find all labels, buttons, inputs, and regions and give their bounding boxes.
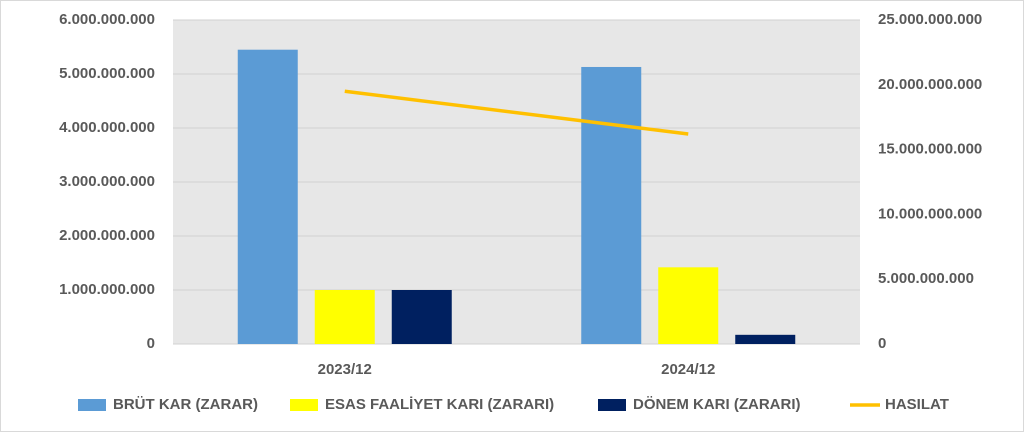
- line-series: [344, 89, 689, 136]
- legend-label: DÖNEM KARI (ZARARI): [633, 396, 800, 413]
- y-tick-label: 2.000.000.000: [59, 227, 155, 244]
- legend-label: HASILAT: [885, 396, 949, 413]
- x-tick-label: 2023/12: [318, 361, 372, 378]
- bar: [658, 267, 719, 344]
- y-tick-label: 3.000.000.000: [59, 173, 155, 190]
- legend-swatch: [290, 399, 318, 411]
- legend-label: BRÜT KAR (ZARAR): [113, 396, 258, 413]
- x-tick-label: 2024/12: [661, 361, 715, 378]
- bar: [735, 334, 796, 344]
- legend-swatch: [598, 399, 626, 411]
- bar: [391, 290, 452, 344]
- y2-tick-label: 25.000.000.000: [878, 11, 982, 28]
- y2-tick-label: 0: [878, 335, 886, 352]
- legend-label: ESAS FAALİYET KARI (ZARARI): [325, 396, 554, 413]
- y-tick-label: 0: [147, 335, 155, 352]
- y2-tick-label: 20.000.000.000: [878, 76, 982, 93]
- bar: [314, 290, 375, 344]
- y-tick-label: 4.000.000.000: [59, 119, 155, 136]
- legend-swatch: [78, 399, 106, 411]
- y-tick-label: 5.000.000.000: [59, 65, 155, 82]
- y-tick-label: 1.000.000.000: [59, 281, 155, 298]
- y2-tick-label: 15.000.000.000: [878, 141, 982, 158]
- bar: [237, 49, 298, 344]
- y-tick-label: 6.000.000.000: [59, 11, 155, 28]
- bar: [581, 66, 642, 344]
- y2-tick-label: 10.000.000.000: [878, 205, 982, 222]
- y2-tick-label: 5.000.000.000: [878, 270, 974, 287]
